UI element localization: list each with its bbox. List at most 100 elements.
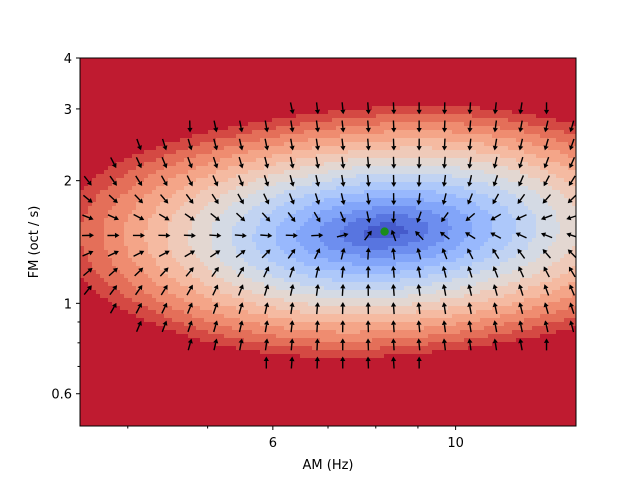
heatmap-cell — [368, 154, 373, 159]
heatmap-cell — [120, 182, 125, 187]
heatmap-cell — [124, 150, 129, 155]
heatmap-cell — [480, 70, 485, 75]
heatmap-cell — [156, 182, 161, 187]
heatmap-cell — [484, 58, 489, 63]
heatmap-cell — [564, 162, 569, 167]
heatmap-cell — [96, 162, 101, 167]
heatmap-cell — [244, 78, 249, 83]
heatmap-cell — [564, 206, 569, 211]
heatmap-cell — [152, 182, 157, 187]
heatmap-cell — [84, 62, 89, 67]
heatmap-cell — [272, 150, 277, 155]
heatmap-cell — [364, 86, 369, 91]
heatmap-cell — [260, 158, 265, 163]
heatmap-cell — [400, 142, 405, 147]
heatmap-cell — [480, 142, 485, 147]
heatmap-cell — [148, 86, 153, 91]
heatmap-cell — [268, 202, 273, 207]
heatmap-cell — [320, 182, 325, 187]
heatmap-cell — [420, 102, 425, 107]
heatmap-cell — [260, 214, 265, 219]
heatmap-cell — [380, 102, 385, 107]
heatmap-cell — [220, 146, 225, 151]
heatmap-cell — [176, 194, 181, 199]
heatmap-cell — [484, 122, 489, 127]
heatmap-cell — [136, 70, 141, 75]
heatmap-cell — [156, 158, 161, 163]
heatmap-cell — [248, 174, 253, 179]
heatmap-cell — [412, 194, 417, 199]
heatmap-cell — [148, 74, 153, 79]
heatmap-cell — [160, 162, 165, 167]
heatmap-cell — [288, 70, 293, 75]
heatmap-cell — [440, 166, 445, 171]
heatmap-cell — [120, 174, 125, 179]
heatmap-cell — [228, 70, 233, 75]
heatmap-cell — [292, 166, 297, 171]
heatmap-cell — [332, 70, 337, 75]
heatmap-cell — [312, 78, 317, 83]
heatmap-cell — [148, 58, 153, 63]
heatmap-cell — [468, 210, 473, 215]
heatmap-cell — [80, 86, 85, 91]
heatmap-cell — [132, 58, 137, 63]
heatmap-cell — [512, 190, 517, 195]
heatmap-cell — [440, 90, 445, 95]
heatmap-cell — [312, 162, 317, 167]
heatmap-cell — [524, 206, 529, 211]
heatmap-cell — [484, 134, 489, 139]
heatmap-cell — [132, 94, 137, 99]
heatmap-cell — [360, 130, 365, 135]
heatmap-cell — [304, 210, 309, 215]
heatmap-cell — [248, 158, 253, 163]
heatmap-cell — [472, 94, 477, 99]
heatmap-cell — [148, 182, 153, 187]
heatmap-cell — [124, 138, 129, 143]
heatmap-cell — [116, 78, 121, 83]
heatmap-cell — [424, 162, 429, 167]
heatmap-cell — [200, 134, 205, 139]
heatmap-cell — [124, 62, 129, 67]
heatmap-cell — [300, 162, 305, 167]
heatmap-cell — [84, 130, 89, 135]
heatmap-cell — [208, 78, 213, 83]
heatmap-cell — [432, 134, 437, 139]
heatmap-cell — [260, 102, 265, 107]
heatmap-cell — [524, 210, 529, 215]
heatmap-cell — [340, 206, 345, 211]
heatmap-cell — [304, 214, 309, 219]
heatmap-cell — [416, 106, 421, 111]
heatmap-cell — [540, 146, 545, 151]
heatmap-cell — [472, 78, 477, 83]
heatmap-cell — [248, 58, 253, 63]
heatmap-cell — [268, 86, 273, 91]
heatmap-cell — [236, 202, 241, 207]
heatmap-cell — [168, 82, 173, 87]
heatmap-cell — [92, 78, 97, 83]
heatmap-cell — [80, 178, 85, 183]
heatmap-cell — [88, 82, 93, 87]
heatmap-cell — [168, 134, 173, 139]
heatmap-cell — [372, 142, 377, 147]
heatmap-cell — [196, 218, 201, 223]
heatmap-cell — [328, 182, 333, 187]
heatmap-cell — [228, 118, 233, 123]
heatmap-cell — [348, 142, 353, 147]
heatmap-cell — [324, 210, 329, 215]
heatmap-cell — [172, 154, 177, 159]
heatmap-cell — [536, 202, 541, 207]
heatmap-cell — [248, 122, 253, 127]
heatmap-cell — [216, 126, 221, 131]
heatmap-cell — [176, 114, 181, 119]
heatmap-cell — [480, 114, 485, 119]
heatmap-cell — [304, 90, 309, 95]
heatmap-cell — [360, 74, 365, 79]
heatmap-cell — [316, 62, 321, 67]
heatmap-cell — [528, 214, 533, 219]
heatmap-cell — [208, 198, 213, 203]
heatmap-cell — [276, 66, 281, 71]
heatmap-cell — [264, 62, 269, 67]
heatmap-cell — [388, 214, 393, 219]
heatmap-cell — [564, 198, 569, 203]
heatmap-cell — [252, 122, 257, 127]
